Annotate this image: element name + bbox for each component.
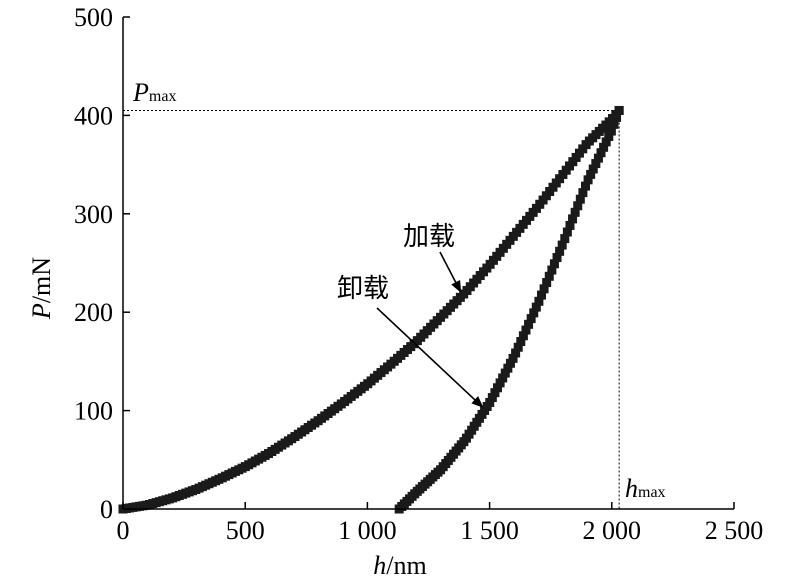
annotation-unloading-label: 卸载 <box>337 274 389 304</box>
data-point <box>555 246 565 256</box>
data-point <box>549 259 559 269</box>
data-point <box>609 119 619 129</box>
data-point <box>570 207 580 217</box>
data-point <box>614 105 624 115</box>
data-point <box>580 181 590 191</box>
data-point <box>601 137 611 147</box>
series-0 <box>118 105 624 514</box>
data-point <box>495 378 505 388</box>
y-tick-label: 300 <box>74 200 113 229</box>
axes <box>122 17 734 510</box>
data-point <box>547 265 557 275</box>
data-point <box>599 142 609 152</box>
data-point <box>485 397 495 407</box>
data-point <box>544 271 554 281</box>
annotation-loading-label: 加载 <box>403 222 455 252</box>
data-point <box>596 148 606 158</box>
data-point <box>493 383 503 393</box>
data-point <box>557 240 567 250</box>
data-point <box>516 337 526 347</box>
data-point <box>552 253 562 263</box>
x-axis-label: h/nm <box>373 551 426 580</box>
data-point <box>591 159 601 169</box>
data-point <box>536 290 546 300</box>
data-point <box>513 342 523 352</box>
data-point <box>568 214 578 224</box>
data-point <box>531 302 541 312</box>
y-tick-label: 400 <box>74 101 113 130</box>
reference-lines <box>123 109 620 509</box>
data-point <box>575 194 585 204</box>
data-point <box>604 131 614 141</box>
y-tick-label: 200 <box>74 298 113 327</box>
data-point <box>593 153 603 163</box>
p-max-label: Pmax <box>132 78 176 107</box>
data-point <box>565 220 575 230</box>
y-axis-label: P/mN <box>27 257 56 320</box>
data-point <box>560 234 570 244</box>
x-tick-label: 0 <box>117 516 130 545</box>
x-tick-label: 1 500 <box>460 516 519 545</box>
data-point <box>539 284 549 294</box>
data-point <box>498 373 508 383</box>
data-point <box>529 308 539 318</box>
data-point <box>511 348 521 358</box>
data-point <box>524 319 534 329</box>
data-point <box>534 296 544 306</box>
data-point <box>583 175 593 185</box>
data-point <box>521 325 531 335</box>
data-point <box>500 368 510 378</box>
data-point <box>612 112 622 122</box>
h-max-label: hmax <box>625 474 666 503</box>
ticks: 0 500 1 000 1 500 2 000 2 500 0 100 200 300 400 500 <box>74 3 763 545</box>
data-point <box>490 388 500 398</box>
data-point <box>588 164 598 174</box>
series-layer <box>118 105 624 514</box>
data-point <box>505 358 515 368</box>
series-1 <box>394 105 624 514</box>
x-tick-label: 2 500 <box>705 516 764 545</box>
data-point <box>503 363 513 373</box>
y-tick-label: 100 <box>74 397 113 426</box>
data-point <box>586 169 596 179</box>
x-tick-label: 1 000 <box>338 516 397 545</box>
data-point <box>518 331 528 341</box>
annotation-arrow <box>376 307 484 408</box>
data-point <box>487 393 497 403</box>
y-tick-label: 0 <box>100 495 113 524</box>
data-point <box>578 188 588 198</box>
x-tick-label: 2 000 <box>583 516 642 545</box>
data-point <box>573 201 583 211</box>
x-tick-label: 500 <box>226 516 265 545</box>
data-point <box>606 126 616 136</box>
y-tick-label: 500 <box>74 3 113 32</box>
data-point <box>508 353 518 363</box>
data-point <box>526 314 536 324</box>
annotation-arrow <box>439 251 462 293</box>
annotations <box>376 251 484 408</box>
data-point <box>542 278 552 288</box>
data-point <box>562 227 572 237</box>
